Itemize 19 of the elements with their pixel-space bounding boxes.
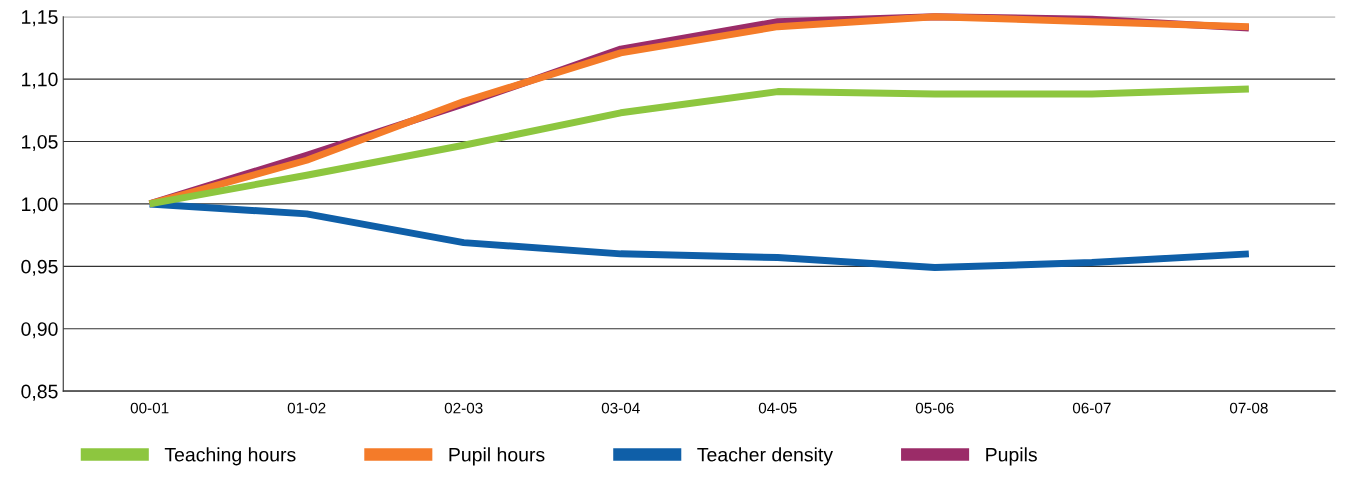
x-tick-label: 00-01 xyxy=(130,402,169,414)
legend-label: Teacher density xyxy=(697,447,833,466)
x-tick-label: 05-06 xyxy=(915,402,954,414)
y-tick-label: 0,85 xyxy=(21,384,58,401)
y-tick-label: 0,95 xyxy=(21,259,58,276)
legend-label: Teaching hours xyxy=(164,447,296,466)
x-tick-label: 06-07 xyxy=(1072,402,1111,414)
y-tick-label: 1,15 xyxy=(22,10,58,27)
x-tick-label: 01-02 xyxy=(287,402,326,414)
y-tick-label: 1,00 xyxy=(22,197,58,214)
y-tick-label: 1,05 xyxy=(22,134,58,152)
legend-label: Pupil hours xyxy=(449,447,545,466)
x-tick-label: 03-04 xyxy=(601,402,640,414)
x-tick-label: 07-08 xyxy=(1229,402,1268,414)
x-tick-label: 02-03 xyxy=(444,402,483,414)
y-tick-label: 1,10 xyxy=(22,72,58,89)
x-tick-label: 04-05 xyxy=(758,402,797,414)
legend-label: Pupils xyxy=(986,447,1037,466)
y-tick-label: 0,90 xyxy=(21,322,58,339)
